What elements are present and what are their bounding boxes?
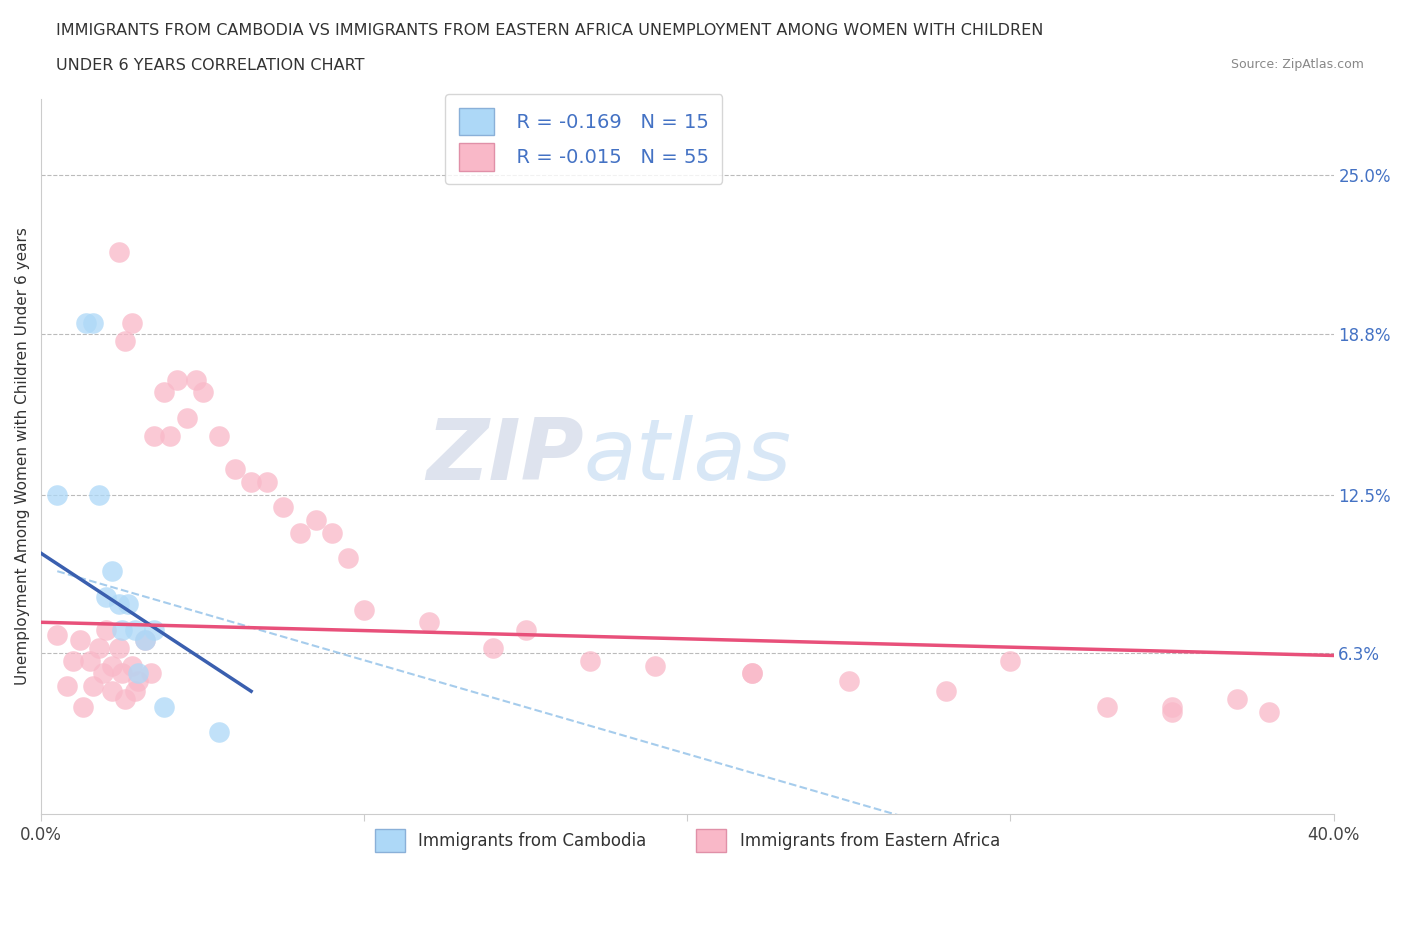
Point bbox=[1226, 691, 1249, 706]
Point bbox=[143, 429, 166, 444]
Point bbox=[107, 245, 129, 259]
Point bbox=[273, 500, 295, 515]
Point bbox=[111, 666, 134, 681]
Point bbox=[82, 679, 104, 694]
Point bbox=[1161, 704, 1184, 719]
Point bbox=[1097, 699, 1119, 714]
Point bbox=[153, 699, 176, 714]
Point bbox=[139, 666, 162, 681]
Point bbox=[75, 316, 97, 331]
Point bbox=[127, 673, 149, 688]
Point bbox=[153, 385, 176, 400]
Point bbox=[240, 474, 263, 489]
Point bbox=[515, 622, 537, 637]
Point bbox=[579, 653, 602, 668]
Point bbox=[46, 487, 69, 502]
Point bbox=[224, 461, 246, 476]
Point bbox=[56, 679, 79, 694]
Text: IMMIGRANTS FROM CAMBODIA VS IMMIGRANTS FROM EASTERN AFRICA UNEMPLOYMENT AMONG WO: IMMIGRANTS FROM CAMBODIA VS IMMIGRANTS F… bbox=[56, 23, 1043, 38]
Point bbox=[82, 316, 104, 331]
Point bbox=[117, 597, 139, 612]
Point bbox=[288, 525, 311, 540]
Point bbox=[134, 632, 156, 647]
Point bbox=[1000, 653, 1022, 668]
Point bbox=[166, 372, 188, 387]
Point bbox=[101, 684, 124, 698]
Legend: Immigrants from Cambodia, Immigrants from Eastern Africa: Immigrants from Cambodia, Immigrants fro… bbox=[368, 822, 1007, 859]
Point bbox=[337, 551, 360, 565]
Point bbox=[176, 410, 198, 425]
Point bbox=[741, 666, 763, 681]
Point bbox=[321, 525, 343, 540]
Point bbox=[101, 658, 124, 673]
Point bbox=[741, 666, 763, 681]
Point bbox=[191, 385, 214, 400]
Y-axis label: Unemployment Among Women with Children Under 6 years: Unemployment Among Women with Children U… bbox=[15, 227, 30, 685]
Point bbox=[46, 628, 69, 643]
Point bbox=[124, 622, 146, 637]
Text: ZIP: ZIP bbox=[426, 415, 583, 498]
Text: UNDER 6 YEARS CORRELATION CHART: UNDER 6 YEARS CORRELATION CHART bbox=[56, 58, 364, 73]
Point bbox=[838, 673, 860, 688]
Point bbox=[127, 666, 149, 681]
Point bbox=[644, 658, 666, 673]
Point bbox=[94, 622, 117, 637]
Text: atlas: atlas bbox=[583, 415, 792, 498]
Point bbox=[353, 602, 375, 617]
Point bbox=[62, 653, 84, 668]
Point bbox=[482, 641, 505, 656]
Point bbox=[121, 658, 143, 673]
Point bbox=[208, 429, 231, 444]
Point bbox=[114, 334, 136, 349]
Point bbox=[418, 615, 440, 630]
Point bbox=[143, 622, 166, 637]
Point bbox=[256, 474, 278, 489]
Point bbox=[107, 597, 129, 612]
Point bbox=[1161, 699, 1184, 714]
Point bbox=[208, 724, 231, 739]
Point bbox=[107, 641, 129, 656]
Point bbox=[89, 487, 111, 502]
Point bbox=[94, 590, 117, 604]
Point bbox=[111, 622, 134, 637]
Point bbox=[101, 564, 124, 578]
Point bbox=[114, 691, 136, 706]
Point bbox=[134, 632, 156, 647]
Point bbox=[79, 653, 101, 668]
Point bbox=[305, 512, 328, 527]
Point bbox=[1257, 704, 1279, 719]
Point bbox=[124, 684, 146, 698]
Point bbox=[186, 372, 208, 387]
Text: Source: ZipAtlas.com: Source: ZipAtlas.com bbox=[1230, 58, 1364, 71]
Point bbox=[121, 316, 143, 331]
Point bbox=[935, 684, 957, 698]
Point bbox=[89, 641, 111, 656]
Point bbox=[91, 666, 114, 681]
Point bbox=[159, 429, 181, 444]
Point bbox=[72, 699, 94, 714]
Point bbox=[69, 632, 91, 647]
